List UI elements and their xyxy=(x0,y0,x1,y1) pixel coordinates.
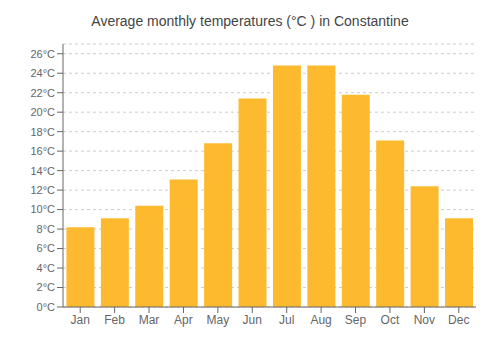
svg-text:Mar: Mar xyxy=(139,313,160,327)
svg-text:Oct: Oct xyxy=(381,313,400,327)
svg-text:2°C: 2°C xyxy=(37,281,56,293)
svg-text:24°C: 24°C xyxy=(30,67,55,79)
svg-text:Apr: Apr xyxy=(174,313,193,327)
svg-text:16°C: 16°C xyxy=(30,145,55,157)
svg-text:Jan: Jan xyxy=(71,313,90,327)
svg-text:Jun: Jun xyxy=(243,313,262,327)
svg-text:26°C: 26°C xyxy=(30,48,55,60)
svg-text:Nov: Nov xyxy=(414,313,435,327)
svg-text:May: May xyxy=(207,313,230,327)
svg-text:Dec: Dec xyxy=(448,313,469,327)
svg-text:6°C: 6°C xyxy=(37,242,56,254)
svg-text:Sep: Sep xyxy=(345,313,367,327)
svg-text:Feb: Feb xyxy=(104,313,125,327)
svg-text:18°C: 18°C xyxy=(30,126,55,138)
svg-text:22°C: 22°C xyxy=(30,87,55,99)
svg-text:Jul: Jul xyxy=(279,313,294,327)
svg-text:8°C: 8°C xyxy=(37,223,56,235)
svg-text:0°C: 0°C xyxy=(37,301,56,313)
svg-text:20°C: 20°C xyxy=(30,106,55,118)
html-text:Average monthly temperatures (: Average monthly temperatures (°C ) in Co… xyxy=(91,13,409,29)
svg-text:14°C: 14°C xyxy=(30,165,55,177)
svg-text:Aug: Aug xyxy=(310,313,331,327)
svg-text:10°C: 10°C xyxy=(30,203,55,215)
svg-text:4°C: 4°C xyxy=(37,262,56,274)
svg-text:12°C: 12°C xyxy=(30,184,55,196)
